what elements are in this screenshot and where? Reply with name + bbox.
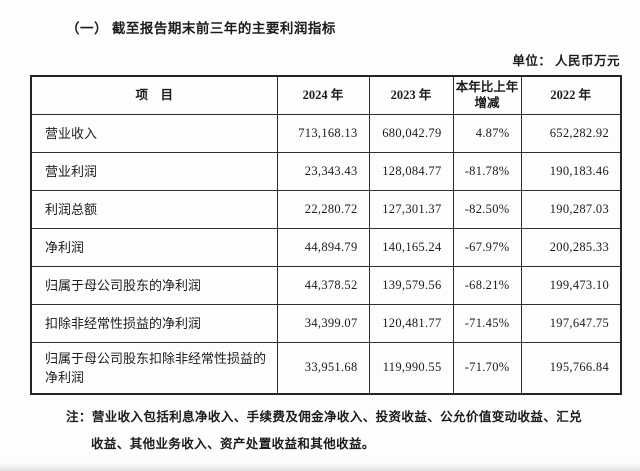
value-2023: 128,084.77	[368, 151, 454, 191]
footnote-prefix: 注：	[66, 410, 92, 424]
value-yoy: -71.45%	[452, 303, 522, 343]
value-2022: 190,183.46	[520, 151, 622, 191]
value-2024: 22,280.72	[276, 189, 370, 229]
header-2024: 2024 年	[276, 75, 370, 115]
value-yoy: 4.87%	[452, 113, 522, 153]
value-yoy: -71.70%	[452, 341, 522, 395]
value-2022: 190,287.03	[520, 189, 622, 229]
scan-edge-shadow	[0, 463, 640, 471]
value-yoy: -68.21%	[452, 265, 522, 305]
row-label: 利润总额	[30, 189, 278, 229]
value-2024: 713,168.13	[276, 113, 370, 153]
value-2023: 140,165.24	[368, 227, 454, 267]
table-header-row: 项 目 2024 年 2023 年 本年比上年增减 2022 年	[30, 75, 622, 115]
header-item: 项 目	[30, 75, 278, 115]
row-label: 营业利润	[30, 151, 278, 191]
row-label: 营业收入	[30, 113, 278, 153]
table-row-operating-income: 营业收入 713,168.13 680,042.79 4.87% 652,282…	[30, 113, 622, 153]
value-2023: 120,481.77	[368, 303, 454, 343]
profit-indicators-table: 项 目 2024 年 2023 年 本年比上年增减 2022 年 营业收入 71…	[30, 75, 622, 395]
section-title: （一） 截至报告期末前三年的主要利润指标	[66, 21, 336, 36]
value-2022: 199,473.10	[520, 265, 622, 305]
value-yoy: -67.97%	[452, 227, 522, 267]
row-label: 扣除非经常性损益的净利润	[30, 303, 278, 343]
header-yoy-change: 本年比上年增减	[452, 75, 522, 115]
table-row-net-profit: 净利润 44,894.79 140,165.24 -67.97% 200,285…	[30, 227, 622, 267]
header-2022: 2022 年	[520, 75, 622, 115]
value-yoy: -81.78%	[452, 151, 522, 191]
value-2022: 197,647.75	[520, 303, 622, 343]
value-2024: 23,343.43	[276, 151, 370, 191]
value-2024: 34,399.07	[276, 303, 370, 343]
footnote: 注：营业收入包括利息净收入、手续费及佣金净收入、投资收益、公允价值变动收益、汇兑…	[66, 404, 582, 458]
value-2023: 139,579.56	[368, 265, 454, 305]
value-2022: 195,766.84	[520, 341, 622, 395]
row-label: 归属于母公司股东扣除非经常性损益的净利润	[30, 341, 278, 395]
scanned-report-page: { "page": { "title": "（一） 截至报告期末前三年的主要利润…	[0, 17, 640, 471]
unit-label: 单位： 人民币万元	[512, 54, 620, 68]
value-2024: 44,894.79	[276, 227, 370, 267]
table-row-net-profit-to-parent: 归属于母公司股东的净利润 44,378.52 139,579.56 -68.21…	[30, 265, 622, 305]
value-yoy: -82.50%	[452, 189, 522, 229]
value-2024: 44,378.52	[276, 265, 370, 305]
value-2023: 680,042.79	[368, 113, 454, 153]
table-row-total-profit: 利润总额 22,280.72 127,301.37 -82.50% 190,28…	[30, 189, 622, 229]
value-2024: 33,951.68	[276, 341, 370, 395]
table-row-net-profit-excl-nonrecurring: 扣除非经常性损益的净利润 34,399.07 120,481.77 -71.45…	[30, 303, 622, 343]
footnote-text: 营业收入包括利息净收入、手续费及佣金净收入、投资收益、公允价值变动收益、汇兑收益…	[91, 410, 583, 451]
table-row-operating-profit: 营业利润 23,343.43 128,084.77 -81.78% 190,18…	[30, 151, 622, 191]
header-2023: 2023 年	[368, 75, 454, 115]
value-2022: 200,285.33	[520, 227, 622, 267]
value-2023: 127,301.37	[368, 189, 454, 229]
row-label: 净利润	[30, 227, 278, 267]
value-2023: 119,990.55	[368, 341, 454, 395]
value-2022: 652,282.92	[520, 113, 622, 153]
row-label: 归属于母公司股东的净利润	[30, 265, 278, 305]
table-row-net-profit-to-parent-excl-nonrecurring: 归属于母公司股东扣除非经常性损益的净利润 33,951.68 119,990.5…	[30, 341, 622, 395]
